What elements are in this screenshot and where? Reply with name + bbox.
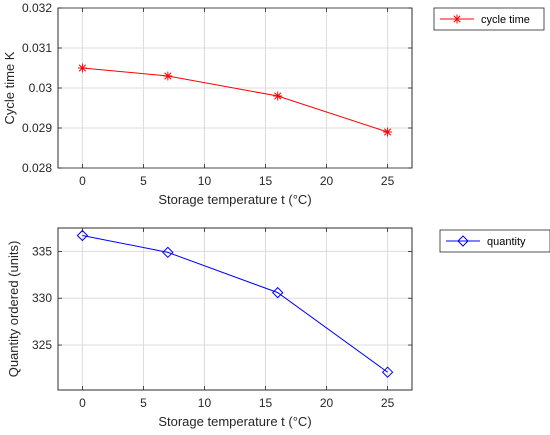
legend-label: quantity	[487, 236, 526, 248]
x-tick-label: 20	[320, 174, 334, 188]
data-point	[162, 246, 174, 259]
y-tick-label: 0.03	[29, 81, 53, 95]
plot-area	[57, 227, 413, 391]
legend-box	[433, 7, 545, 31]
y-tick-label: 330	[32, 291, 52, 305]
data-point	[273, 91, 283, 101]
chart-panel-2: 0 5 10 15 20 25 325 330 335 Storage temperature t…	[6, 227, 550, 429]
y-tick-label: 0.028	[22, 161, 52, 175]
x-tick-label: 5	[140, 174, 147, 188]
x-tick-label: 20	[320, 396, 334, 410]
x-tick-label: 15	[259, 174, 273, 188]
data-point	[163, 71, 173, 81]
legend-marker	[457, 235, 469, 247]
series-line	[82, 67, 388, 133]
y-axis-label: Quantity ordered (units)	[6, 241, 21, 378]
legend: cycle time	[433, 7, 545, 31]
y-tick-label: 335	[32, 244, 52, 258]
y-tick-label: 0.031	[22, 41, 52, 55]
legend-marker	[452, 14, 462, 24]
series-line	[82, 235, 388, 373]
data-point	[76, 229, 89, 242]
x-tick-label: 10	[198, 396, 212, 410]
x-tick-label: 10	[198, 174, 212, 188]
chart-panel-1: 0 5 10 15 20 25 0.028 0.029 0.03 0.031 0.032 Storag…	[2, 1, 545, 207]
x-tick-label: 25	[381, 396, 395, 410]
x-axis-label: Storage temperature t (°C)	[158, 192, 311, 207]
legend-label: cycle time	[481, 14, 530, 26]
y-tick-label: 0.032	[22, 1, 52, 15]
y-tick-label: 325	[32, 338, 52, 352]
y-tick-label: 0.029	[22, 121, 52, 135]
data-point	[383, 127, 393, 137]
y-axis-label: Cycle time K	[2, 51, 17, 124]
plot-border	[57, 227, 413, 391]
x-axis-label: Storage temperature t (°C)	[158, 414, 311, 429]
x-tick-label: 5	[140, 396, 147, 410]
x-tick-label: 0	[79, 174, 86, 188]
x-tick-label: 0	[79, 396, 86, 410]
data-point	[272, 286, 284, 299]
data-point	[381, 366, 394, 378]
x-tick-label: 25	[381, 174, 395, 188]
data-point	[77, 63, 87, 73]
x-tick-label: 15	[259, 396, 273, 410]
legend-box	[439, 229, 550, 253]
legend: quantity	[439, 229, 550, 253]
